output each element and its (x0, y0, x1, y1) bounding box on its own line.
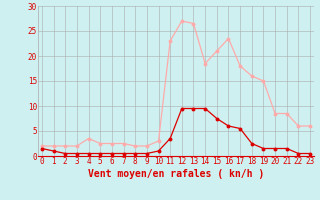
X-axis label: Vent moyen/en rafales ( kn/h ): Vent moyen/en rafales ( kn/h ) (88, 169, 264, 179)
